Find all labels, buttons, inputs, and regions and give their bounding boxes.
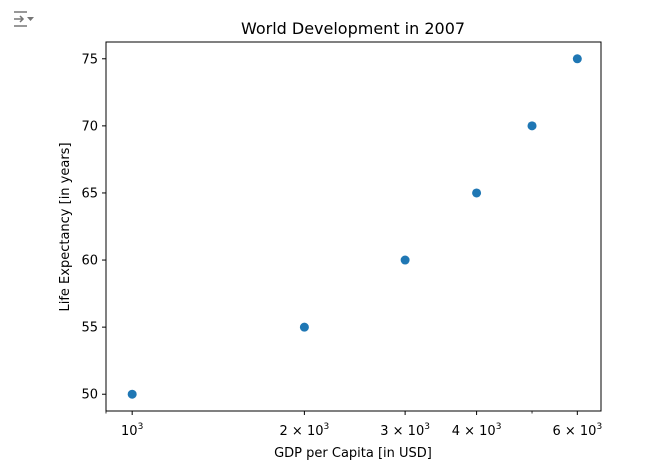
y-tick-label: 60 [81, 254, 98, 269]
y-tick-label: 75 [81, 52, 98, 67]
x-tick-label-exponent: 3 [596, 422, 602, 432]
data-point [472, 188, 482, 198]
data-point [527, 121, 537, 131]
data-point [299, 322, 309, 332]
data-point [400, 255, 410, 265]
output-toggle-icon[interactable] [13, 10, 35, 28]
x-tick-label-base: 3 × 10 [380, 424, 424, 439]
x-tick-label-exponent: 3 [138, 422, 144, 432]
x-tick-label: 6 × 103 [552, 422, 602, 439]
chart-title: World Development in 2007 [241, 19, 465, 38]
data-point [572, 54, 582, 64]
y-tick-label: 65 [81, 186, 98, 201]
x-tick-label: 4 × 103 [452, 422, 502, 439]
x-tick-label: 2 × 103 [280, 422, 330, 439]
plot-area [105, 41, 602, 412]
y-tick-label: 55 [81, 321, 98, 336]
x-axis-title: GDP per Capita [in USD] [274, 446, 432, 461]
data-point [127, 389, 137, 399]
y-axis-title: Life Expectancy [in years] [58, 142, 73, 311]
x-tick-label-base: 10 [121, 424, 138, 439]
x-tick-label-exponent: 3 [424, 422, 430, 432]
x-tick-label-base: 6 × 10 [552, 424, 596, 439]
x-tick-label-exponent: 3 [496, 422, 502, 432]
x-tick-label: 3 × 103 [380, 422, 430, 439]
x-tick-label-base: 4 × 10 [452, 424, 496, 439]
y-tick-label: 70 [81, 119, 98, 134]
y-tick-label: 50 [81, 388, 98, 403]
x-tick-label: 103 [121, 422, 143, 439]
x-tick-label-exponent: 3 [324, 422, 330, 432]
x-tick-label-base: 2 × 10 [280, 424, 324, 439]
